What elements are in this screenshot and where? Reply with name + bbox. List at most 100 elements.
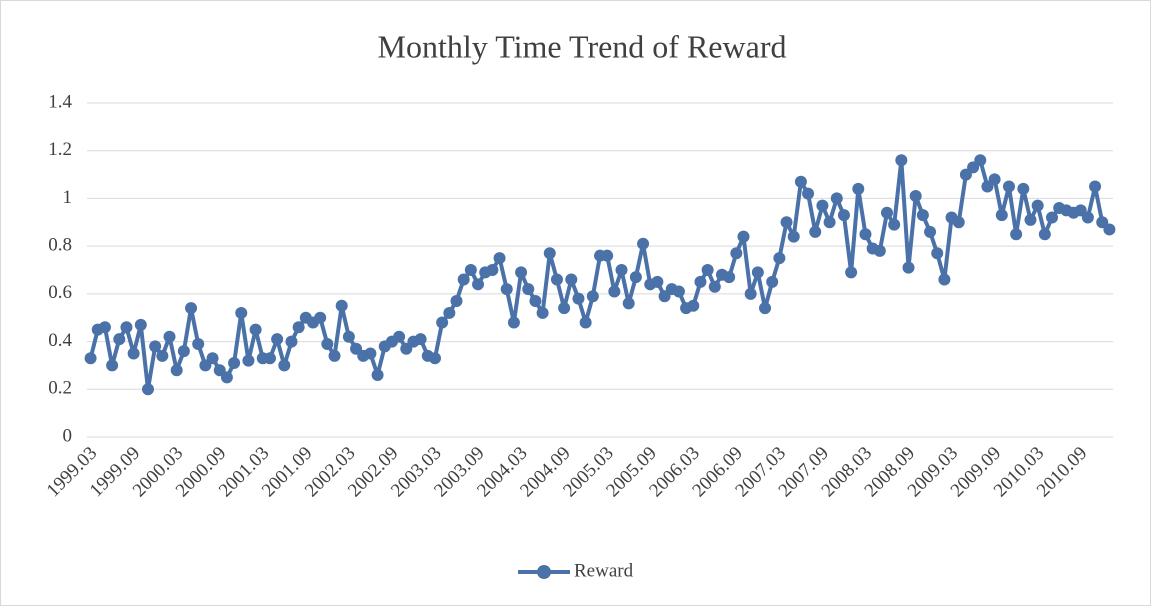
marker	[98, 321, 111, 334]
marker	[586, 290, 599, 303]
marker	[493, 252, 506, 265]
marker	[120, 321, 133, 334]
marker	[113, 333, 126, 346]
marker	[177, 345, 190, 358]
marker	[106, 359, 119, 372]
marker	[845, 266, 858, 279]
y-tick-label: 0.2	[48, 378, 72, 399]
marker	[84, 352, 97, 365]
marker	[708, 280, 721, 293]
marker	[134, 318, 147, 331]
legend-label: Reward	[574, 560, 634, 581]
marker	[1038, 228, 1051, 241]
marker	[615, 264, 628, 276]
marker	[579, 316, 592, 329]
marker	[759, 302, 772, 315]
marker	[687, 299, 700, 312]
marker	[507, 316, 520, 329]
y-tick-label: 1.2	[48, 139, 72, 160]
marker	[802, 187, 815, 200]
marker	[608, 285, 621, 298]
y-tick-label: 1	[63, 187, 73, 208]
marker	[149, 340, 162, 353]
marker	[1017, 182, 1030, 195]
marker	[909, 190, 922, 203]
marker	[888, 218, 901, 231]
marker	[1103, 223, 1116, 236]
marker	[751, 266, 764, 279]
marker	[730, 247, 743, 260]
marker	[192, 337, 205, 350]
marker	[902, 261, 915, 274]
marker	[723, 271, 736, 284]
marker	[794, 175, 807, 188]
marker	[450, 295, 463, 308]
marker	[185, 302, 198, 315]
marker	[457, 273, 470, 286]
marker	[220, 371, 233, 384]
marker	[572, 292, 585, 305]
marker	[1031, 199, 1044, 212]
marker	[895, 154, 908, 167]
marker	[737, 230, 750, 243]
marker	[314, 311, 327, 324]
marker	[1081, 211, 1094, 224]
marker	[952, 216, 965, 229]
marker	[637, 237, 650, 250]
y-tick-label: 0.4	[48, 330, 72, 351]
marker	[235, 306, 248, 319]
chart-title: Monthly Time Trend of Reward	[378, 28, 787, 64]
marker	[558, 302, 571, 315]
marker	[500, 283, 513, 296]
marker	[550, 273, 563, 286]
marker	[816, 199, 829, 212]
marker	[859, 228, 872, 241]
marker	[342, 330, 355, 343]
marker	[852, 182, 865, 195]
marker	[837, 209, 850, 222]
marker	[701, 264, 714, 276]
marker	[328, 349, 341, 362]
marker	[780, 216, 793, 229]
marker	[464, 264, 477, 276]
marker	[335, 299, 348, 312]
marker	[206, 352, 219, 365]
marker	[622, 297, 635, 310]
marker	[931, 247, 944, 260]
marker	[601, 249, 614, 262]
marker	[371, 368, 384, 381]
marker	[543, 247, 556, 260]
y-tick-label: 0	[63, 425, 73, 446]
y-tick-label: 0.6	[48, 282, 72, 303]
marker	[1002, 180, 1015, 193]
legend-marker	[537, 565, 551, 579]
marker	[249, 323, 262, 336]
marker	[263, 352, 276, 365]
marker	[1046, 211, 1059, 224]
marker	[522, 283, 535, 296]
marker	[321, 337, 334, 350]
marker	[156, 349, 169, 362]
marker	[529, 295, 542, 308]
marker	[1010, 228, 1023, 241]
marker	[916, 209, 929, 222]
marker	[242, 354, 255, 367]
marker	[938, 273, 951, 286]
marker	[629, 271, 642, 284]
marker	[515, 266, 528, 279]
marker	[428, 352, 441, 365]
marker	[744, 287, 757, 300]
marker	[672, 285, 685, 298]
marker	[651, 275, 664, 288]
marker	[285, 335, 298, 348]
marker	[393, 330, 406, 343]
marker	[809, 225, 822, 238]
marker	[163, 330, 176, 343]
marker	[486, 264, 499, 276]
marker	[292, 321, 305, 334]
marker	[1089, 180, 1102, 193]
marker	[170, 364, 183, 377]
marker	[228, 357, 241, 370]
marker	[565, 273, 578, 286]
marker	[271, 333, 284, 346]
